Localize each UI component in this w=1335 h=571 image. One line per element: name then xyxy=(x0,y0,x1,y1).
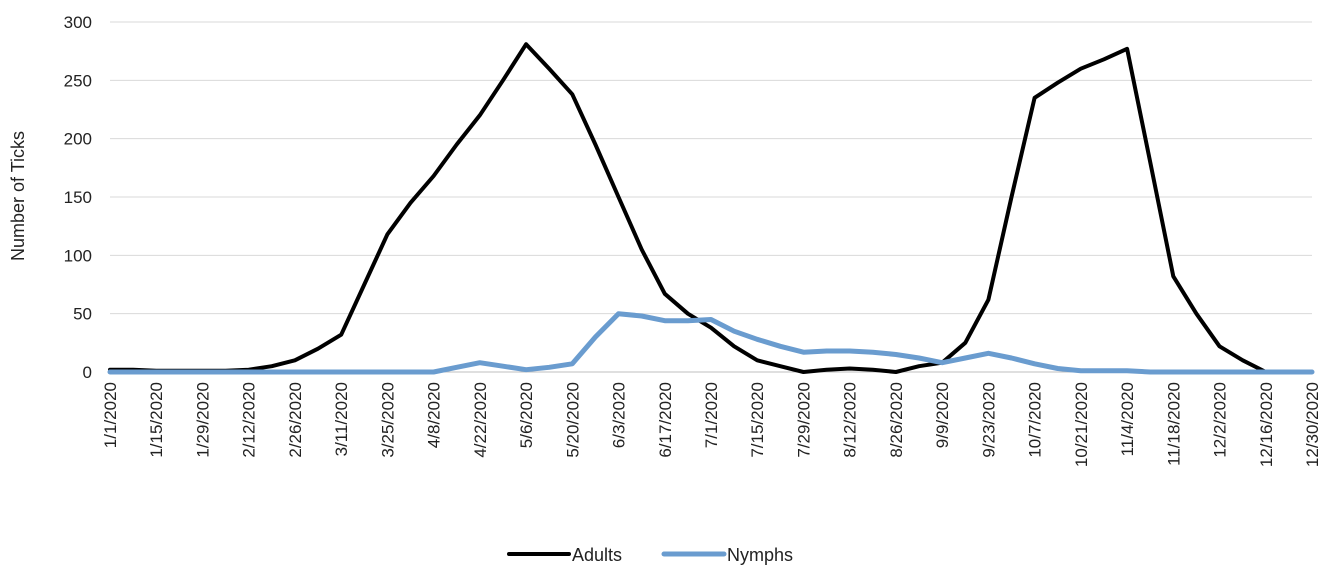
x-tick-label: 12/30/2020 xyxy=(1303,382,1322,467)
x-tick-label: 6/17/2020 xyxy=(656,382,675,458)
x-tick-label: 6/3/2020 xyxy=(610,382,629,448)
x-tick-label: 5/20/2020 xyxy=(563,382,582,458)
y-axis-title: Number of Ticks xyxy=(8,131,28,261)
legend-label-nymphs: Nymphs xyxy=(727,545,793,565)
x-tick-label: 4/22/2020 xyxy=(471,382,490,458)
x-tick-label: 11/4/2020 xyxy=(1118,382,1137,456)
x-tick-label: 3/25/2020 xyxy=(378,382,397,458)
x-tick-label: 5/6/2020 xyxy=(517,382,536,448)
y-tick-label: 100 xyxy=(64,246,92,265)
x-tick-label: 8/26/2020 xyxy=(887,382,906,458)
y-tick-label: 50 xyxy=(73,305,92,324)
x-tick-label: 9/23/2020 xyxy=(979,382,998,458)
x-tick-label: 7/1/2020 xyxy=(702,382,721,448)
y-axis-tick-labels: 0 50 100 150 200 250 300 xyxy=(64,13,92,382)
x-tick-label: 1/1/2020 xyxy=(101,382,120,448)
legend-label-adults: Adults xyxy=(572,545,622,565)
series-line-nymphs xyxy=(107,311,1315,375)
y-tick-label: 200 xyxy=(64,130,92,149)
x-tick-label: 1/29/2020 xyxy=(193,382,212,458)
x-tick-label: 12/16/2020 xyxy=(1257,382,1276,467)
x-tick-label: 12/2/2020 xyxy=(1211,382,1230,458)
x-tick-label: 1/15/2020 xyxy=(147,382,166,458)
x-tick-label: 8/12/2020 xyxy=(841,382,860,458)
x-tick-label: 9/9/2020 xyxy=(933,382,952,448)
x-tick-label: 2/26/2020 xyxy=(286,382,305,458)
legend: Adults Nymphs xyxy=(507,545,793,565)
x-tick-label: 10/7/2020 xyxy=(1026,382,1045,458)
y-tick-label: 0 xyxy=(83,363,92,382)
x-axis-tick-labels: 1/1/2020 1/15/2020 1/29/2020 2/12/2020 2/26/… xyxy=(101,382,1322,467)
series-lines xyxy=(107,42,1315,375)
series-line-adults xyxy=(108,42,1314,374)
x-tick-label: 7/29/2020 xyxy=(794,382,813,458)
y-tick-label: 150 xyxy=(64,188,92,207)
x-tick-label: 10/21/2020 xyxy=(1072,382,1091,467)
x-tick-label: 3/11/2020 xyxy=(332,382,351,456)
x-tick-label: 7/15/2020 xyxy=(748,382,767,458)
y-tick-label: 300 xyxy=(64,13,92,32)
x-tick-label: 4/8/2020 xyxy=(425,382,444,448)
x-tick-label: 2/12/2020 xyxy=(240,382,259,458)
gridlines xyxy=(110,21,1312,315)
x-tick-label: 11/18/2020 xyxy=(1164,382,1183,466)
y-tick-label: 250 xyxy=(64,71,92,90)
